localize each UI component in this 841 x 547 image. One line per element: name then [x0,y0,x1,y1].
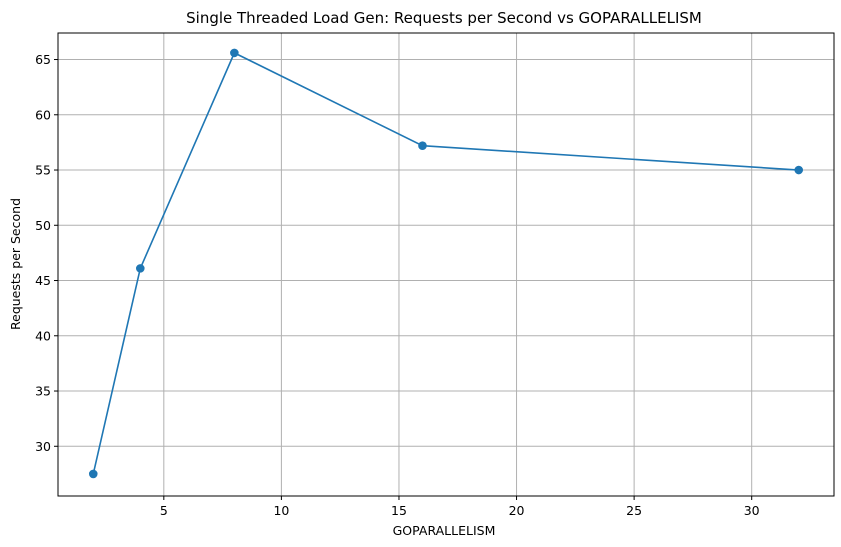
y-axis-ticks: 30 35 40 45 50 55 60 65 [35,52,58,454]
y-tick-label: 50 [35,218,51,233]
series-layer [88,48,804,479]
y-tick-label: 45 [35,273,51,288]
x-tick-label: 30 [744,503,760,518]
data-point [136,264,145,273]
data-point [230,48,239,58]
y-tick-label: 65 [35,52,51,67]
x-axis-label: GOPARALLELISM [393,523,496,538]
x-tick-label: 10 [273,503,289,518]
data-point [418,141,427,151]
plot-frame [57,32,835,497]
y-tick-label: 40 [35,328,51,343]
y-tick-label: 55 [35,163,51,178]
data-point [88,469,98,479]
x-tick-label: 25 [626,503,642,518]
y-axis-label: Requests per Second [8,198,23,330]
x-tick-label: 15 [391,503,407,518]
grid [58,33,834,496]
data-point [794,165,804,175]
x-tick-label: 20 [509,503,525,518]
y-tick-label: 60 [35,107,51,122]
x-tick-label: 5 [160,503,168,518]
y-tick-label: 35 [35,384,51,399]
x-axis-ticks: 5 10 15 20 25 30 [160,496,760,518]
chart-title: Single Threaded Load Gen: Requests per S… [186,9,702,27]
y-tick-label: 30 [35,439,51,454]
